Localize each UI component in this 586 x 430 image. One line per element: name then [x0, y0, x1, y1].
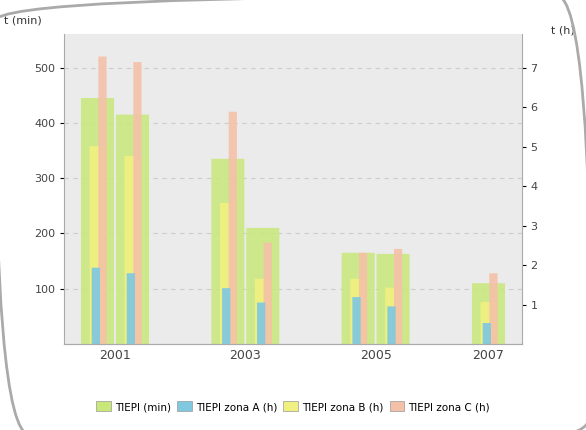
FancyBboxPatch shape — [220, 203, 236, 344]
FancyBboxPatch shape — [359, 253, 367, 344]
Y-axis label: t (h): t (h) — [551, 25, 574, 35]
FancyBboxPatch shape — [385, 288, 401, 344]
FancyBboxPatch shape — [81, 98, 114, 344]
FancyBboxPatch shape — [257, 303, 265, 344]
FancyBboxPatch shape — [212, 159, 244, 344]
FancyBboxPatch shape — [472, 283, 505, 344]
FancyBboxPatch shape — [352, 297, 360, 344]
FancyBboxPatch shape — [222, 288, 230, 344]
FancyBboxPatch shape — [229, 112, 237, 344]
FancyBboxPatch shape — [342, 253, 374, 344]
FancyBboxPatch shape — [387, 307, 396, 344]
FancyBboxPatch shape — [246, 228, 280, 344]
FancyBboxPatch shape — [125, 156, 141, 344]
Y-axis label: t (min): t (min) — [5, 15, 42, 25]
FancyBboxPatch shape — [489, 273, 498, 344]
FancyBboxPatch shape — [481, 302, 496, 344]
FancyBboxPatch shape — [127, 273, 135, 344]
FancyBboxPatch shape — [483, 323, 491, 344]
FancyBboxPatch shape — [350, 279, 366, 344]
FancyBboxPatch shape — [90, 146, 105, 344]
FancyBboxPatch shape — [116, 114, 149, 344]
FancyBboxPatch shape — [394, 249, 402, 344]
FancyBboxPatch shape — [377, 254, 410, 344]
FancyBboxPatch shape — [133, 62, 142, 344]
FancyBboxPatch shape — [264, 243, 272, 344]
FancyBboxPatch shape — [98, 56, 107, 344]
FancyBboxPatch shape — [92, 268, 100, 344]
Legend: TIEPI (min), TIEPI zona A (h), TIEPI zona B (h), TIEPI zona C (h): TIEPI (min), TIEPI zona A (h), TIEPI zon… — [92, 397, 494, 416]
FancyBboxPatch shape — [255, 279, 271, 344]
